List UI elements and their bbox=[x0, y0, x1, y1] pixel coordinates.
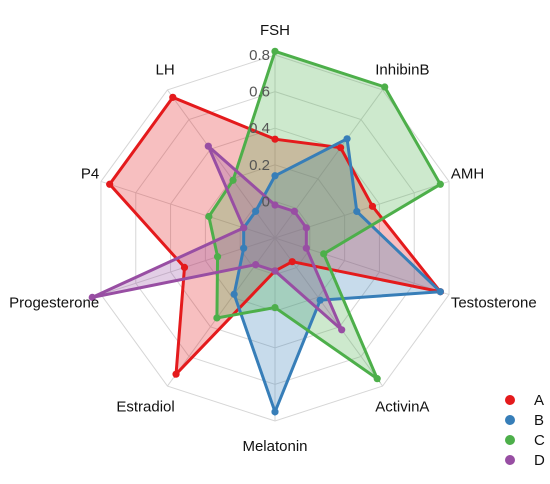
tick-label-0: 0 bbox=[262, 193, 270, 210]
axis-label-estradiol: Estradiol bbox=[116, 398, 174, 415]
series-c-point-5 bbox=[271, 303, 279, 312]
legend-label-d: D bbox=[534, 452, 545, 469]
series-b-point-2 bbox=[353, 207, 361, 216]
tick-labels: 0 0.2 0.4 0.6 0.8 bbox=[249, 47, 270, 210]
series-d-point-5 bbox=[271, 267, 279, 275]
series-a-point-9 bbox=[169, 93, 177, 101]
legend-marker-c bbox=[505, 435, 515, 445]
series-b-point-6 bbox=[230, 290, 238, 298]
series-c-point-6 bbox=[213, 314, 221, 322]
series-b-point-5 bbox=[271, 408, 279, 416]
legend-marker-d bbox=[505, 455, 515, 465]
series-d-point-7 bbox=[88, 293, 96, 301]
legend-marker-b bbox=[505, 415, 515, 425]
series-a-point-6 bbox=[172, 370, 180, 378]
series-a-area bbox=[109, 97, 441, 375]
axis-label-lh: LH bbox=[156, 62, 175, 79]
axis-label-amh: AMH bbox=[451, 166, 484, 183]
series-b-point-3 bbox=[436, 288, 444, 296]
series-d-point-6 bbox=[252, 261, 260, 269]
axis-label-p4: P4 bbox=[81, 166, 99, 183]
series-a-point-7 bbox=[180, 263, 189, 272]
series-b-point-9 bbox=[252, 207, 260, 215]
series-c-point-2 bbox=[436, 180, 444, 188]
series-b-point-0 bbox=[271, 172, 279, 180]
series-a-point-1 bbox=[337, 144, 345, 152]
series-areas bbox=[92, 51, 441, 412]
tick-label-1: 0.2 bbox=[249, 157, 270, 174]
series-c-point-4 bbox=[373, 375, 381, 383]
legend-marker-a bbox=[505, 395, 515, 405]
series-c-point-7 bbox=[213, 253, 222, 261]
series-a-point-2 bbox=[368, 202, 377, 210]
series-points bbox=[88, 47, 444, 416]
axis-label-activina: ActivinA bbox=[375, 398, 429, 415]
series-d-point-2 bbox=[302, 224, 310, 232]
axis-labels: FSH InhibinB AMH Testosterone ActivinA Melato… bbox=[9, 22, 537, 455]
series-d-point-4 bbox=[338, 326, 346, 334]
tick-label-3: 0.6 bbox=[249, 84, 270, 101]
series-d-point-1 bbox=[290, 207, 298, 215]
tick-label-2: 0.4 bbox=[249, 120, 270, 137]
series-c-point-8 bbox=[205, 212, 213, 221]
series-d-point-8 bbox=[240, 224, 248, 232]
series-c-point-9 bbox=[229, 176, 237, 184]
axis-label-testosterone: Testosterone bbox=[451, 294, 537, 311]
axis-label-fsh: FSH bbox=[260, 22, 290, 39]
axis-label-melatonin: Melatonin bbox=[242, 438, 307, 455]
series-a-point-0 bbox=[271, 135, 279, 143]
series-a-point-4 bbox=[288, 258, 296, 266]
series-c-point-3 bbox=[320, 250, 328, 258]
series-d-point-3 bbox=[302, 244, 310, 252]
axis-label-progesterone: Progesterone bbox=[9, 294, 99, 311]
legend-label-c: C bbox=[534, 432, 545, 449]
tick-label-4: 0.8 bbox=[249, 47, 270, 64]
series-a-point-8 bbox=[106, 180, 114, 188]
series-c-point-0 bbox=[271, 47, 279, 55]
series-c-point-1 bbox=[381, 83, 389, 91]
series-d-point-9 bbox=[204, 142, 212, 150]
series-b-point-4 bbox=[316, 296, 324, 304]
legend-label-a: A bbox=[534, 392, 544, 409]
series-b-point-7 bbox=[240, 244, 248, 252]
axis-label-inhibinb: InhibinB bbox=[375, 62, 429, 79]
series-c-area bbox=[208, 51, 441, 379]
legend-label-b: B bbox=[534, 412, 544, 429]
series-b-point-1 bbox=[343, 135, 351, 143]
series-d-point-0 bbox=[271, 201, 279, 209]
